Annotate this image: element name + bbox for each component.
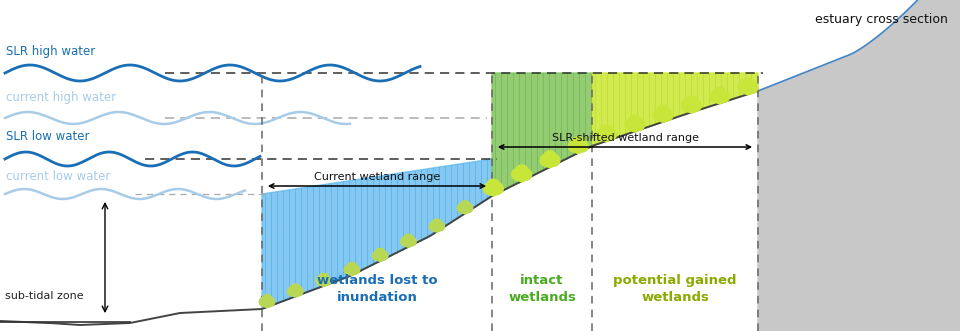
Circle shape [431, 219, 442, 229]
Circle shape [630, 121, 640, 132]
Circle shape [682, 100, 693, 112]
Polygon shape [262, 159, 492, 309]
Text: wetlands lost to
inundation: wetlands lost to inundation [317, 274, 438, 304]
Text: sub-tidal zone: sub-tidal zone [5, 291, 84, 301]
Circle shape [661, 109, 673, 121]
Circle shape [625, 119, 636, 130]
Circle shape [316, 276, 325, 285]
Text: estuary cross section: estuary cross section [815, 13, 948, 26]
Circle shape [320, 278, 327, 286]
Circle shape [375, 248, 385, 259]
Circle shape [605, 128, 616, 140]
Circle shape [657, 106, 670, 119]
Circle shape [266, 297, 275, 307]
Circle shape [350, 265, 360, 274]
Circle shape [288, 287, 297, 296]
Circle shape [436, 222, 444, 231]
Circle shape [543, 151, 557, 164]
Circle shape [520, 168, 532, 180]
Circle shape [633, 119, 645, 130]
Circle shape [319, 273, 329, 284]
Circle shape [372, 251, 381, 260]
Circle shape [376, 253, 384, 261]
Circle shape [429, 222, 438, 231]
Circle shape [718, 91, 730, 102]
Circle shape [457, 204, 467, 213]
Circle shape [684, 96, 698, 110]
Circle shape [488, 185, 499, 196]
Circle shape [741, 78, 755, 91]
Circle shape [348, 267, 356, 275]
Text: current high water: current high water [6, 91, 116, 105]
Circle shape [259, 297, 269, 307]
Text: Current wetland range: Current wetland range [314, 172, 440, 182]
Circle shape [400, 237, 410, 246]
Circle shape [571, 137, 585, 150]
Circle shape [512, 168, 523, 180]
Text: potential gained
wetlands: potential gained wetlands [613, 274, 736, 304]
Circle shape [515, 165, 528, 178]
Circle shape [713, 87, 727, 101]
Circle shape [460, 201, 470, 211]
Circle shape [291, 288, 300, 297]
Circle shape [379, 251, 388, 260]
Circle shape [347, 262, 357, 273]
Text: current low water: current low water [6, 169, 110, 182]
Circle shape [464, 204, 472, 213]
Circle shape [746, 82, 757, 93]
Circle shape [601, 131, 612, 141]
Circle shape [262, 295, 273, 305]
Circle shape [404, 239, 413, 247]
Circle shape [738, 82, 750, 93]
Polygon shape [758, 0, 960, 331]
Circle shape [433, 223, 441, 232]
Circle shape [600, 125, 613, 138]
Circle shape [714, 93, 725, 104]
Circle shape [484, 183, 495, 194]
Circle shape [294, 287, 303, 296]
Text: intact
wetlands: intact wetlands [508, 274, 576, 304]
Circle shape [653, 109, 665, 121]
Circle shape [516, 171, 527, 182]
Circle shape [548, 155, 560, 166]
Polygon shape [492, 73, 592, 196]
Circle shape [407, 237, 417, 246]
Circle shape [290, 284, 300, 294]
Circle shape [403, 234, 414, 245]
Circle shape [487, 179, 500, 193]
Circle shape [568, 140, 580, 152]
Text: SLR low water: SLR low water [6, 130, 89, 144]
Circle shape [573, 143, 584, 153]
Circle shape [345, 265, 353, 274]
Circle shape [658, 112, 668, 122]
Circle shape [323, 276, 331, 285]
Circle shape [686, 102, 697, 113]
Circle shape [596, 128, 609, 140]
Circle shape [544, 157, 555, 167]
Circle shape [689, 100, 702, 112]
Polygon shape [592, 73, 758, 146]
Circle shape [540, 155, 552, 166]
Circle shape [461, 205, 469, 214]
Circle shape [628, 115, 641, 129]
Text: SLR high water: SLR high water [6, 44, 95, 58]
Circle shape [492, 183, 503, 194]
Text: SLR-shifted wetland range: SLR-shifted wetland range [551, 133, 699, 143]
Circle shape [263, 299, 271, 307]
Circle shape [576, 140, 588, 152]
Circle shape [743, 84, 754, 95]
Circle shape [709, 91, 722, 102]
